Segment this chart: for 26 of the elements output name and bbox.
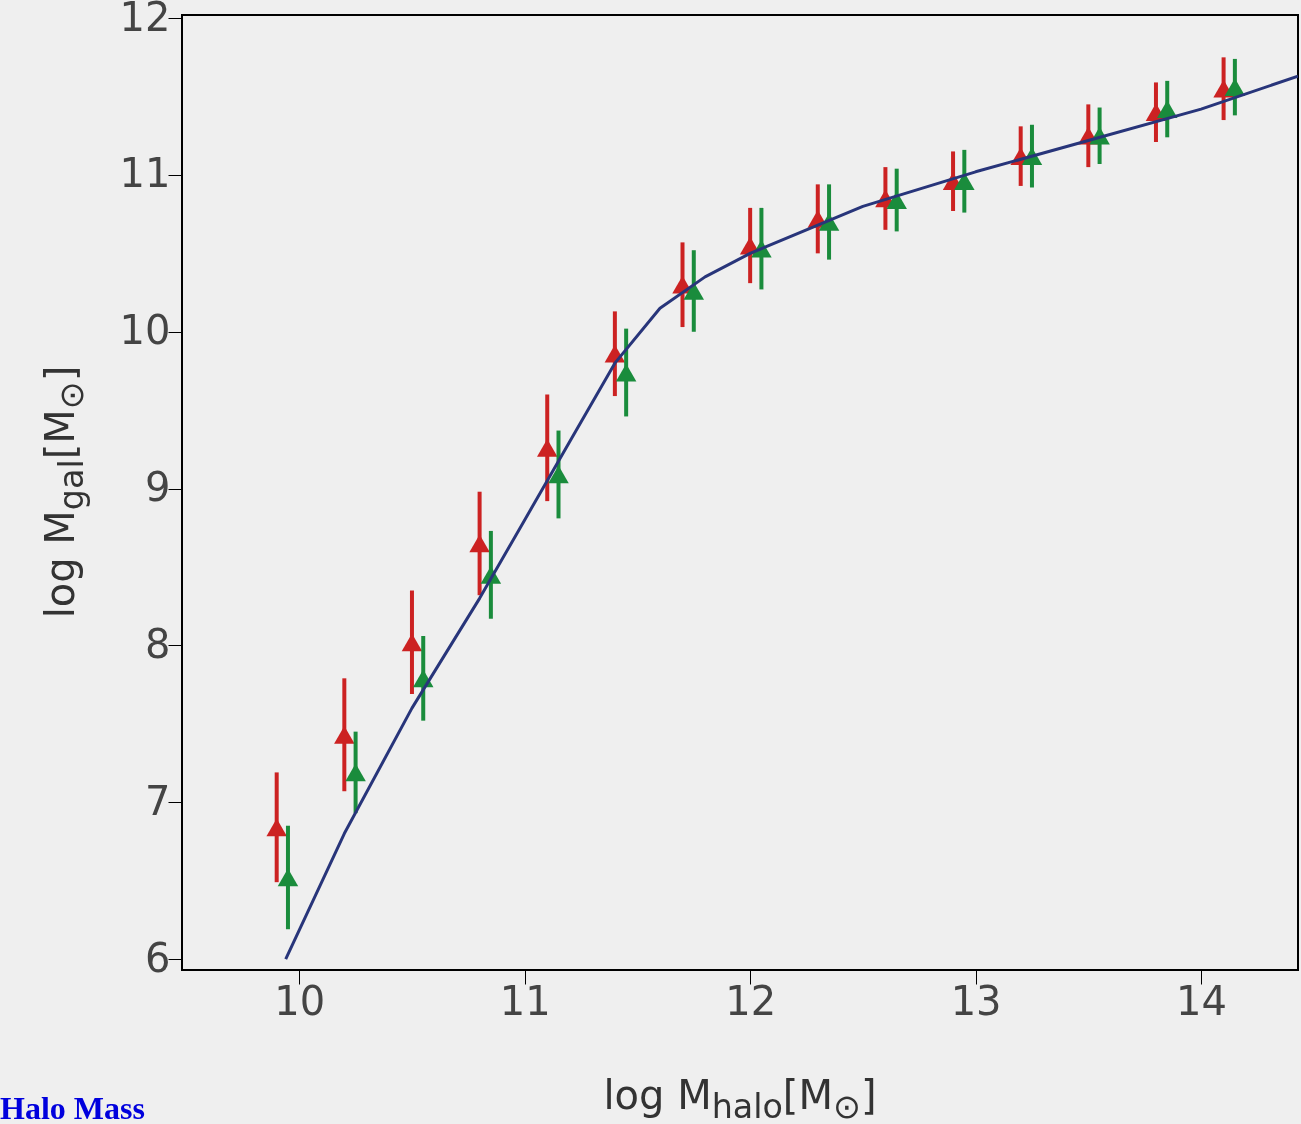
point — [334, 725, 355, 744]
point — [345, 763, 366, 782]
line-series — [284, 74, 1298, 961]
text: Halo Mass — [0, 1090, 145, 1124]
x-tick-label: 12 — [725, 977, 777, 1024]
point — [266, 818, 287, 837]
x-tick-label: 11 — [499, 977, 551, 1024]
y-tick-label: 12 — [119, 0, 171, 40]
point — [683, 282, 705, 300]
x-tick-label: 14 — [1176, 977, 1228, 1024]
y-tick-label: 6 — [145, 934, 171, 981]
point — [536, 438, 558, 457]
point — [401, 633, 423, 652]
y-tick-label: 9 — [145, 464, 171, 511]
y-tick-label: 10 — [119, 307, 171, 354]
point — [1224, 78, 1246, 97]
x-tick-label: 13 — [950, 977, 1002, 1024]
point — [469, 534, 490, 553]
x-axis-title: log M$_{halo}$[M$_{⊙}$] — [602, 1072, 878, 1124]
y-tick-label: 8 — [145, 620, 171, 667]
point — [615, 363, 637, 382]
y-tick-label: 7 — [145, 777, 171, 824]
point — [548, 465, 569, 484]
x-tick-label: 10 — [274, 977, 326, 1024]
y-tick-label: 11 — [119, 150, 171, 197]
point — [277, 868, 299, 887]
